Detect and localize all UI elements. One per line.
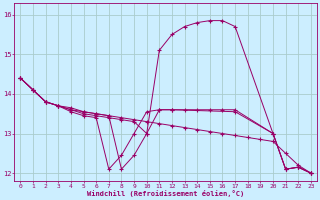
X-axis label: Windchill (Refroidissement éolien,°C): Windchill (Refroidissement éolien,°C) bbox=[87, 190, 244, 197]
